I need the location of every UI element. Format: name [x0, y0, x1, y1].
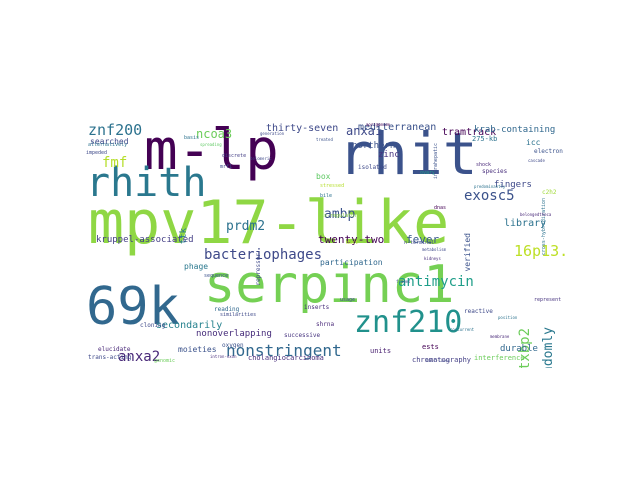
- cloud-word: fingers: [494, 180, 532, 190]
- cloud-word: alternatively: [88, 142, 128, 148]
- cloud-word: sequence: [204, 273, 229, 279]
- cloud-word: represent: [534, 297, 562, 303]
- cloud-word: krab-containing: [474, 125, 556, 135]
- cloud-word: metabolism: [422, 247, 447, 252]
- cloud-word: n-terminal: [404, 240, 435, 246]
- cloud-word: shrna: [316, 321, 335, 328]
- cloud-word: elucidate: [98, 346, 131, 353]
- cloud-word: thirty-seven: [266, 123, 339, 134]
- cloud-word: ests: [422, 343, 439, 351]
- cloud-word: exosc5: [464, 188, 515, 204]
- cloud-word: impeded: [86, 150, 108, 156]
- cloud-word: spreading: [200, 142, 222, 147]
- cloud-word: units: [370, 347, 392, 355]
- cloud-word: secondarily: [156, 320, 223, 331]
- cloud-word: frames: [396, 279, 411, 284]
- cloud-word: mediterranean: [358, 123, 437, 133]
- cloud-word: shock: [476, 162, 492, 168]
- cloud-word: generation: [260, 131, 285, 136]
- cloud-word: prdm2: [226, 219, 266, 234]
- cloud-word: durable: [500, 344, 538, 354]
- cloud-word: icc: [526, 138, 541, 147]
- cloud-word: predominantly: [474, 184, 506, 189]
- cloud-word: interference: [474, 354, 525, 362]
- cloud-word: box: [316, 172, 331, 181]
- cloud-word: similarities: [220, 312, 257, 318]
- cloud-word: cloning: [140, 322, 166, 329]
- cloud-word: participation: [320, 258, 383, 267]
- cloud-word: intron-exon: [210, 354, 237, 359]
- cloud-word: ncoa3: [196, 127, 233, 141]
- cloud-word: usage: [340, 297, 356, 303]
- cloud-word: position: [498, 315, 518, 320]
- cloud-word: ovary: [420, 170, 436, 176]
- cloud-word: moieties: [178, 345, 217, 354]
- cloud-word: stressed: [320, 183, 345, 189]
- cloud-word: antimycin: [398, 274, 474, 290]
- cloud-word: nonstringent: [226, 341, 342, 360]
- cloud-word: genomic: [154, 358, 176, 364]
- cloud-word: aoridemide: [366, 123, 391, 127]
- cloud-word: cross-hybridization: [541, 198, 547, 256]
- cloud-word: verified: [463, 233, 472, 272]
- cloud-word: phage: [184, 262, 209, 271]
- cloud-word: rhith: [86, 160, 207, 206]
- cloud-word: trans-acting: [88, 354, 132, 361]
- cloud-word: 275-kb: [472, 135, 498, 143]
- cloud-word: cascade: [528, 158, 545, 163]
- cloud-word: discrete: [222, 153, 247, 159]
- cloud-word: ttk: [179, 228, 189, 245]
- cloud-word: searched: [90, 137, 129, 146]
- cloud-word: duct: [346, 240, 359, 246]
- cloud-word: species: [482, 168, 508, 175]
- cloud-word: bile: [320, 193, 333, 199]
- cloud-word: tramtrack: [442, 127, 497, 138]
- cloud-word: kruppel-associated: [96, 235, 194, 245]
- word-cloud: mpv17-like rhit m-lp serpinc1 69k rhith znf210…: [80, 123, 568, 368]
- cloud-word: isolated: [358, 164, 387, 171]
- cloud-word: ambp: [324, 207, 356, 222]
- cloud-word: reading: [214, 306, 240, 313]
- cloud-word: treated: [316, 137, 333, 142]
- cloud-word: twenty-two: [318, 233, 385, 246]
- cloud-word: fever: [406, 233, 440, 246]
- cloud-word: zinc: [378, 150, 400, 160]
- cloud-word: membrane: [490, 334, 510, 339]
- cloud-word: cholangiocarcinoma: [248, 354, 324, 362]
- cloud-word: mrf1: [220, 164, 233, 170]
- cloud-word: belongedtheca: [520, 212, 552, 217]
- cloud-word: oxygen: [222, 342, 244, 349]
- cloud-word: half-lives: [426, 358, 451, 363]
- cloud-word: basis: [184, 135, 200, 141]
- cloud-word: anxa1: [346, 124, 383, 138]
- cloud-word: randomly: [541, 327, 556, 368]
- cloud-word: fmf: [102, 155, 128, 171]
- cloud-word: bacteriophages: [204, 247, 323, 263]
- cloud-word: inserts: [304, 304, 330, 311]
- cloud-word: m-lp: [144, 123, 279, 183]
- cloud-word: 69k: [86, 277, 180, 337]
- cloud-word: repressor: [255, 253, 262, 286]
- cloud-word: nonoverlapping: [196, 329, 272, 339]
- cloud-word: electron: [534, 148, 563, 155]
- cloud-word: successive: [284, 332, 321, 339]
- cloud-word: library: [504, 218, 547, 229]
- cloud-word: 16p13.3: [514, 242, 568, 260]
- cloud-word: chromatography: [412, 356, 472, 364]
- cloud-word: anxa2: [118, 349, 161, 365]
- cloud-word: reactive: [464, 308, 493, 315]
- cloud-word: cis-regulatory: [318, 213, 361, 219]
- cloud-word: intrahepatic: [433, 143, 439, 180]
- cloud-word: znf210: [354, 305, 463, 340]
- cloud-word: rhit: [338, 123, 478, 188]
- cloud-word: northern: [352, 141, 396, 151]
- cloud-word: telomeric: [250, 156, 272, 161]
- cloud-word: concurrent: [450, 327, 475, 332]
- cloud-word: mpv17-like: [88, 188, 450, 258]
- cloud-word: serpinc1: [204, 255, 455, 315]
- cloud-word: c2h2: [542, 189, 557, 196]
- cloud-word: znf200: [88, 123, 143, 139]
- cloud-word: dnas: [434, 205, 447, 211]
- cloud-word: kidneys: [424, 256, 441, 261]
